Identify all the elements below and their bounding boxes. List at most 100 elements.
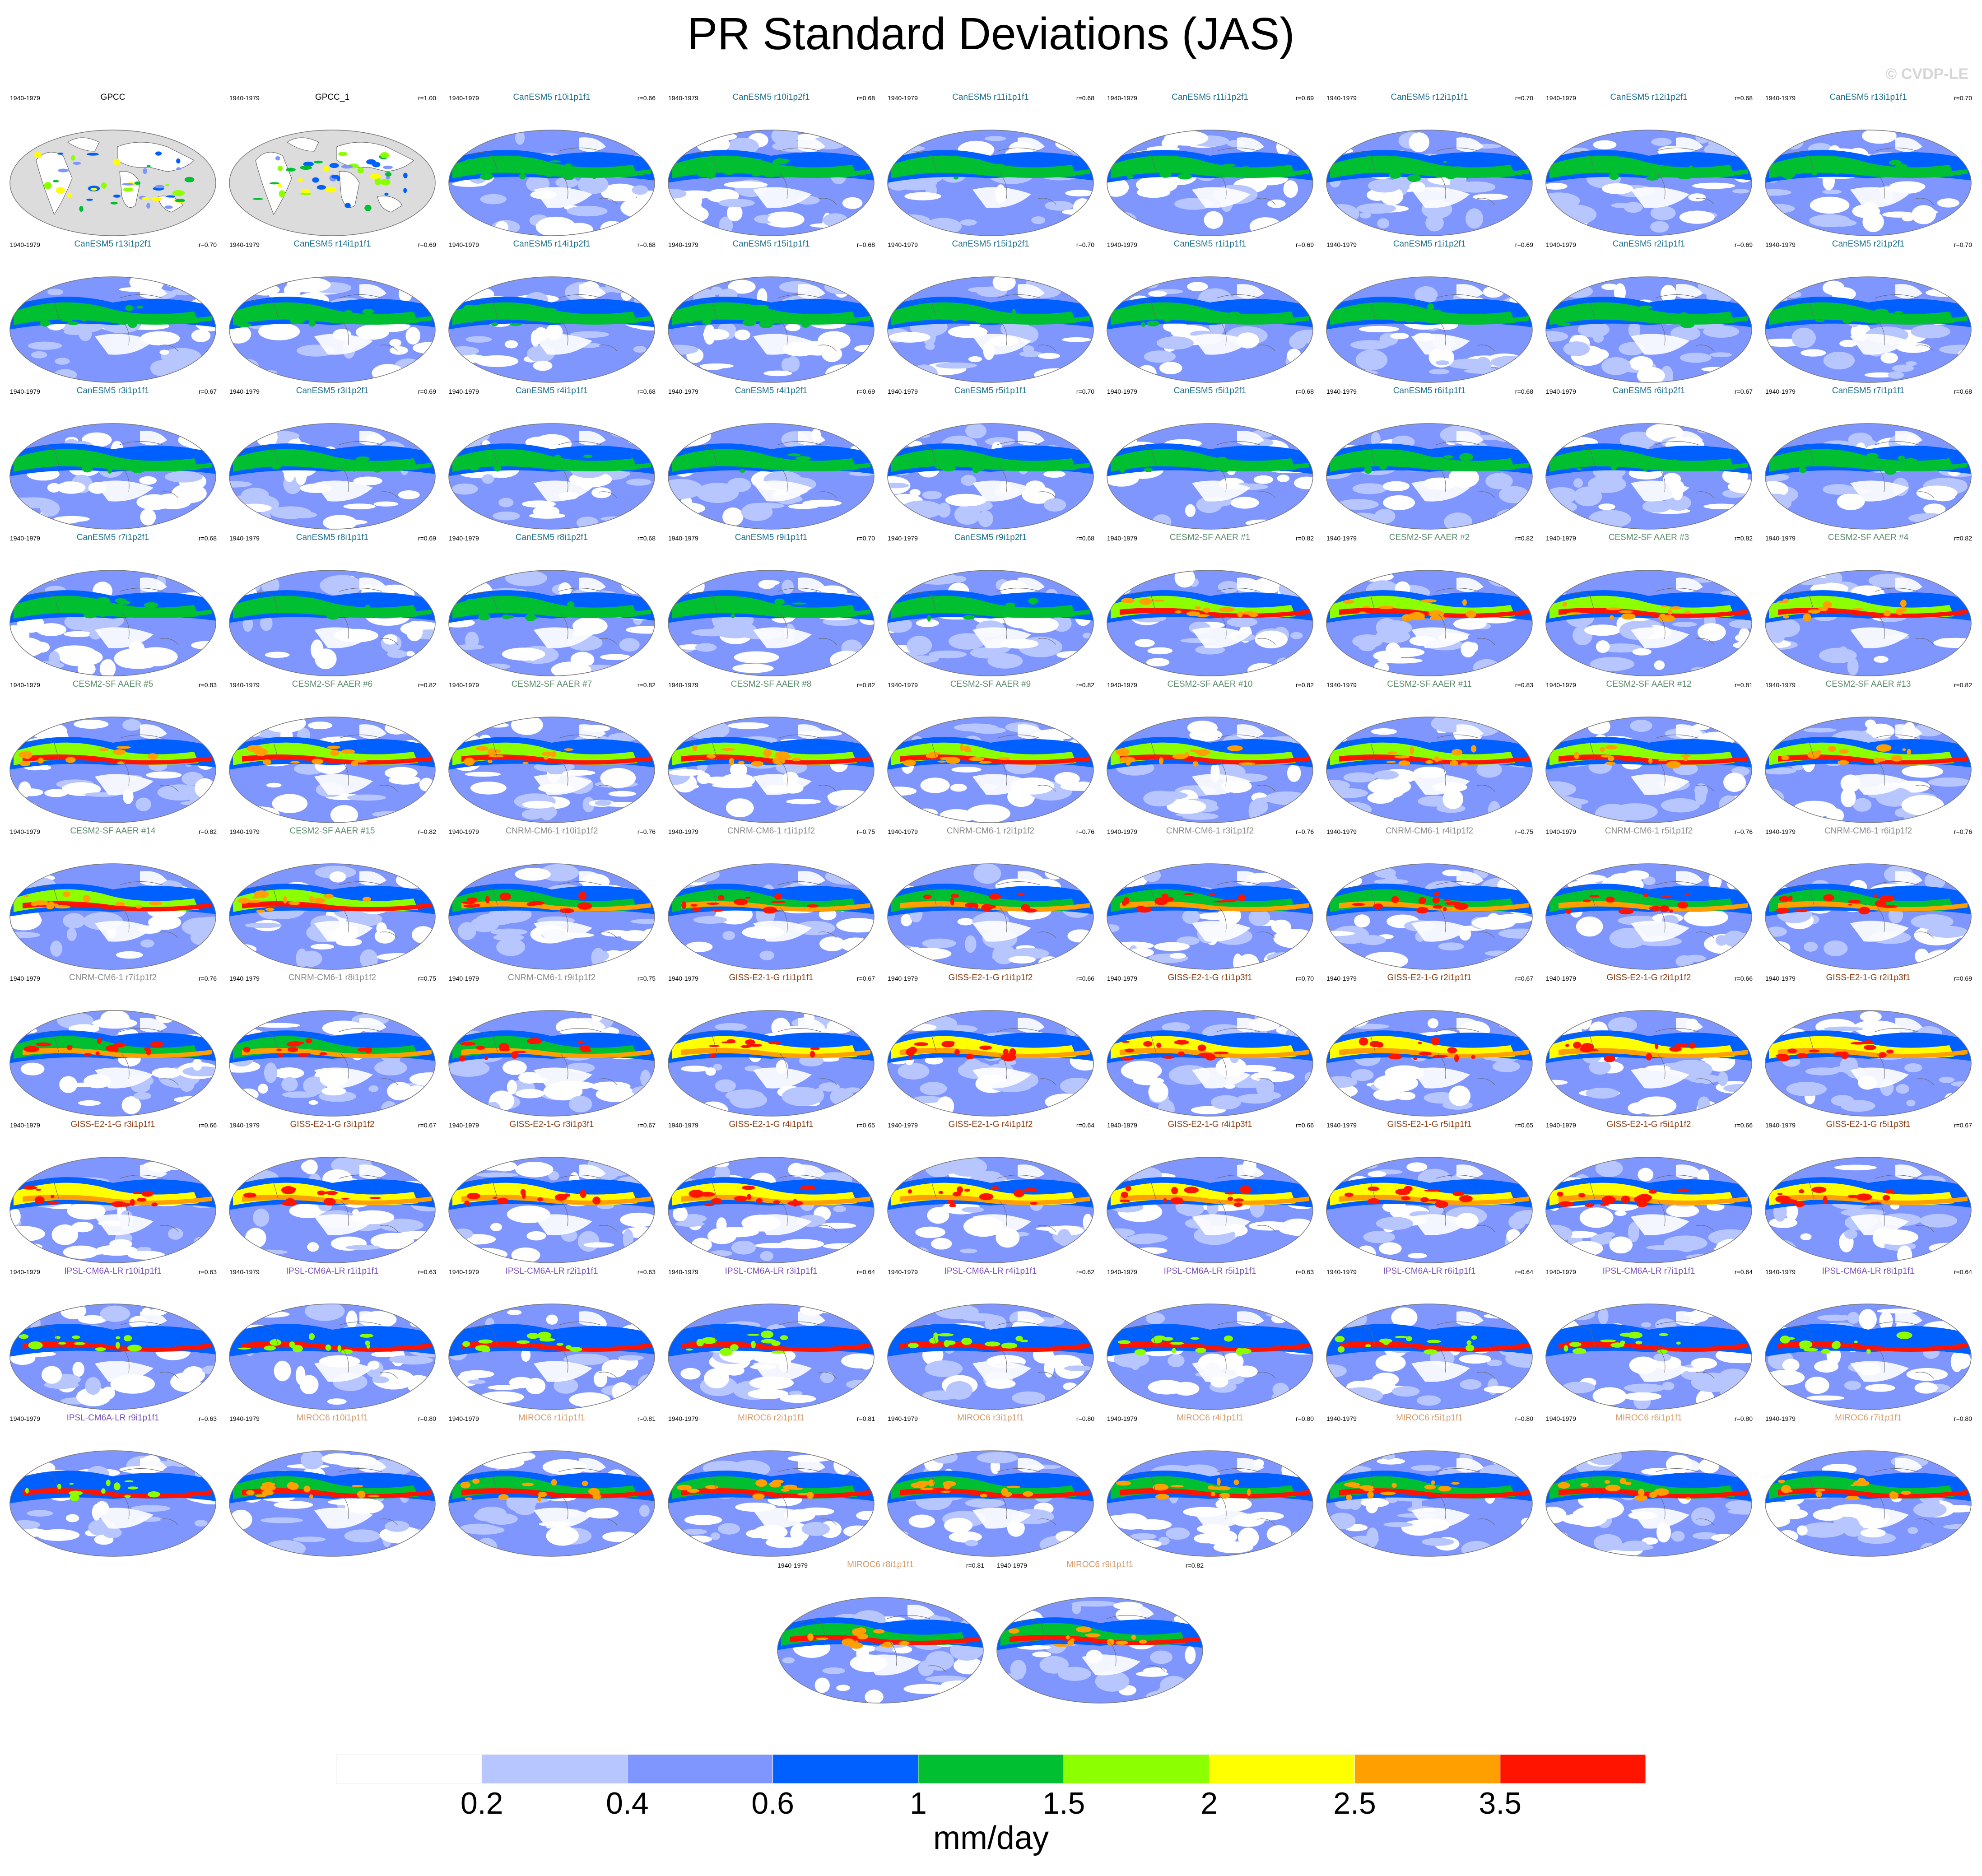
panel-title: CESM2-SF AAER #4 (1828, 533, 1909, 542)
panel-title: CanESM5 r11i1p1f1 (952, 93, 1029, 102)
map-panel: 1940-1979 CESM2-SF AAER #5 r=0.83 (5, 680, 221, 826)
panel-correlation: r=0.70 (1076, 388, 1094, 395)
panel-title: CanESM5 r14i1p1f1 (293, 239, 371, 249)
map-field (229, 717, 436, 823)
map-panel: 1940-1979 CESM2-SF AAER #15 r=0.82 (224, 826, 441, 973)
panel-correlation: r=0.82 (1185, 1562, 1204, 1569)
map-field (887, 423, 1094, 530)
panel-title: CanESM5 r2i1p2f1 (1832, 239, 1905, 249)
panel-period: 1940-1979 (10, 975, 40, 982)
panel-title: GPCC (100, 93, 126, 102)
panel-title: CanESM5 r15i1p2f1 (952, 239, 1029, 249)
panel-correlation: r=0.66 (1734, 1122, 1753, 1129)
map-panel: 1940-1979 CNRM-CM6-1 r7i1p1f2 r=0.76 (5, 973, 221, 1120)
map-panel: 1940-1979 MIROC6 r6i1p1f1 r=0.80 (1540, 1413, 1757, 1560)
panel-correlation: r=0.70 (1954, 94, 1972, 102)
panel-correlation: r=0.69 (856, 388, 875, 395)
panel-period: 1940-1979 (229, 94, 260, 102)
map-field (1107, 1303, 1313, 1410)
panel-period: 1940-1979 (668, 94, 698, 102)
colorbar-tick-label: 2 (1200, 1786, 1218, 1820)
panel-period: 1940-1979 (10, 388, 40, 395)
map-field (1545, 570, 1752, 676)
page-title: PR Standard Deviations (JAS) (687, 9, 1295, 59)
map-panel: 1940-1979 IPSL-CM6A-LR r6i1p1f1 r=0.64 (1321, 1266, 1538, 1413)
map-panel: 1940-1979 CanESM5 r10i1p1f1 r=0.66 (443, 93, 660, 239)
panel-correlation: r=0.76 (1295, 828, 1314, 835)
panel-period: 1940-1979 (888, 828, 918, 835)
panel-period: 1940-1979 (1326, 681, 1357, 689)
map-field (229, 863, 436, 970)
panel-correlation: r=0.81 (1734, 681, 1753, 689)
panel-period: 1940-1979 (888, 241, 918, 248)
map-panel: 1940-1979 CNRM-CM6-1 r4i1p1f2 r=0.75 (1321, 826, 1538, 973)
panel-correlation: r=0.64 (1076, 1122, 1094, 1129)
panel-title: MIROC6 r2i1p1f1 (738, 1413, 805, 1423)
panel-period: 1940-1979 (668, 388, 698, 395)
panel-title: CanESM5 r1i1p1f1 (1173, 239, 1247, 249)
panel-correlation: r=0.69 (1954, 975, 1972, 982)
panel-title: GISS-E2-1-G r2i1p1f2 (1606, 973, 1691, 982)
map-panel: 1940-1979 CESM2-SF AAER #13 r=0.82 (1760, 680, 1977, 826)
panel-title: MIROC6 r6i1p1f1 (1615, 1413, 1682, 1423)
panel-period: 1940-1979 (1107, 388, 1137, 395)
map-panel: 1940-1979 CanESM5 r1i1p2f1 r=0.69 (1321, 239, 1538, 386)
panel-title: CNRM-CM6-1 r6i1p1f2 (1824, 826, 1912, 836)
map-panel: 1940-1979 GISS-E2-1-G r2i1p1f1 r=0.67 (1321, 973, 1538, 1120)
panel-title: CanESM5 r13i1p1f1 (1829, 93, 1907, 102)
map-panel: 1940-1979 GISS-E2-1-G r3i1p3f1 r=0.67 (443, 1120, 660, 1266)
map-field (1326, 130, 1533, 236)
panel-title: GPCC_1 (315, 93, 350, 102)
colorbar-box (918, 1754, 1064, 1784)
map-field (887, 570, 1094, 676)
map-field (887, 276, 1094, 383)
map-field (887, 1010, 1094, 1117)
map-field (668, 130, 875, 236)
panel-correlation: r=0.68 (1734, 94, 1753, 102)
panel-correlation: r=0.75 (637, 975, 656, 982)
panel-title: CNRM-CM6-1 r7i1p1f2 (69, 973, 157, 982)
map-field (1765, 1157, 1972, 1263)
colorbar-box (627, 1754, 773, 1784)
panel-correlation: r=0.81 (966, 1562, 984, 1569)
panel-title: CanESM5 r9i1p1f1 (735, 533, 808, 542)
panel-title: CESM2-SF AAER #11 (1387, 680, 1472, 689)
panel-period: 1940-1979 (1765, 1268, 1796, 1275)
map-field (1765, 570, 1972, 676)
panel-correlation: r=0.63 (637, 1268, 656, 1275)
panel-period: 1940-1979 (449, 1415, 479, 1422)
map-panel: 1940-1979 GISS-E2-1-G r5i1p1f2 r=0.66 (1540, 1120, 1757, 1266)
panel-period: 1940-1979 (997, 1562, 1027, 1569)
panel-title: CNRM-CM6-1 r4i1p1f2 (1385, 826, 1474, 836)
map-panel-grid: 1940-1979 GPCC 1940-1979 GPCC_1 r=1.00 1940-1… (5, 93, 1977, 1704)
panel-period: 1940-1979 (1765, 1122, 1796, 1129)
panel-title: CanESM5 r12i1p1f1 (1391, 93, 1468, 102)
panel-title: GISS-E2-1-G r5i1p3f1 (1826, 1120, 1911, 1129)
panel-correlation: r=0.70 (1076, 241, 1094, 248)
panel-title: CanESM5 r10i1p1f1 (513, 93, 591, 102)
colorbar-units: mm/day (933, 1820, 1049, 1856)
panel-title: CanESM5 r5i1p1f1 (954, 386, 1027, 396)
map-panel: 1940-1979 CESM2-SF AAER #8 r=0.82 (663, 680, 879, 826)
panel-correlation: r=0.82 (1295, 681, 1314, 689)
panel-title: GISS-E2-1-G r3i1p1f1 (70, 1120, 155, 1129)
panel-correlation: r=0.82 (198, 828, 217, 835)
panel-period: 1940-1979 (1107, 94, 1137, 102)
panel-correlation: r=0.68 (198, 535, 217, 542)
panel-title: CanESM5 r3i1p1f1 (76, 386, 149, 396)
panel-title: MIROC6 r3i1p1f1 (957, 1413, 1024, 1423)
panel-period: 1940-1979 (1765, 828, 1796, 835)
panel-title: GISS-E2-1-G r1i1p1f1 (729, 973, 814, 982)
panel-period: 1940-1979 (229, 535, 260, 542)
panel-period: 1940-1979 (888, 1268, 918, 1275)
panel-title: IPSL-CM6A-LR r4i1p1f1 (944, 1266, 1037, 1276)
panel-correlation: r=0.68 (637, 388, 656, 395)
panel-period: 1940-1979 (1765, 535, 1796, 542)
panel-period: 1940-1979 (1546, 1122, 1576, 1129)
panel-correlation: r=0.69 (1515, 241, 1533, 248)
map-field (9, 423, 216, 530)
panel-period: 1940-1979 (1546, 1268, 1576, 1275)
panel-correlation: r=0.80 (1295, 1415, 1314, 1422)
map-field (1107, 423, 1313, 530)
panel-title: CanESM5 r6i1p1f1 (1393, 386, 1466, 396)
